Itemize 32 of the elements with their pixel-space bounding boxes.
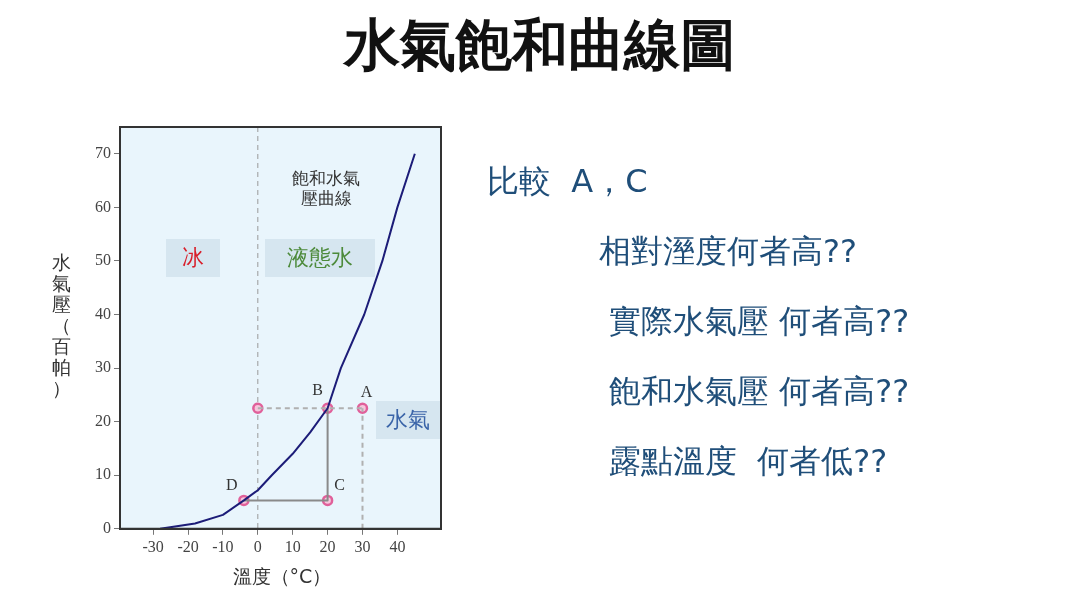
x-tick-label: 40 xyxy=(389,537,406,555)
text: 露點溫度 何者低?? xyxy=(608,441,889,482)
annotation: 水氣 xyxy=(376,401,440,439)
annotation: 冰 xyxy=(166,239,220,277)
x-tick-label: 0 xyxy=(253,537,262,555)
annotation: 飽和水氣壓曲線 xyxy=(291,168,361,208)
text: 相對溼度何者高?? xyxy=(598,231,858,272)
annotation: C xyxy=(334,475,345,493)
annotation: A xyxy=(360,383,373,401)
y-tick-label: 0 xyxy=(103,519,111,536)
x-tick-label: -10 xyxy=(212,537,234,555)
y-axis-title: 水氣壓（百帕） xyxy=(50,251,72,399)
x-axis-title: 溫度（°C） xyxy=(231,564,333,589)
y-tick-label: 50 xyxy=(95,251,111,269)
y-tick-label: 30 xyxy=(95,358,111,376)
y-tick-label: 10 xyxy=(95,465,111,483)
x-tick-label: 20 xyxy=(319,537,336,555)
annotation: 液態水 xyxy=(265,239,375,277)
x-tick-label: -20 xyxy=(177,537,199,555)
x-tick-label: 30 xyxy=(354,537,371,555)
y-tick-label: 40 xyxy=(95,304,111,322)
chart-title: 水氣飽和曲線圖 xyxy=(342,11,737,79)
text: 實際水氣壓 何者高?? xyxy=(608,301,910,342)
y-tick-label: 70 xyxy=(95,143,111,161)
text: 飽和水氣壓 何者高?? xyxy=(608,371,910,412)
annotation: D xyxy=(226,475,238,493)
annotation: B xyxy=(312,381,323,399)
y-tick-label: 60 xyxy=(95,197,111,215)
y-tick-label: 20 xyxy=(95,411,111,429)
text: 比較 A，C xyxy=(487,161,649,202)
x-tick-label: -30 xyxy=(142,537,164,555)
x-tick-label: 10 xyxy=(284,537,301,555)
